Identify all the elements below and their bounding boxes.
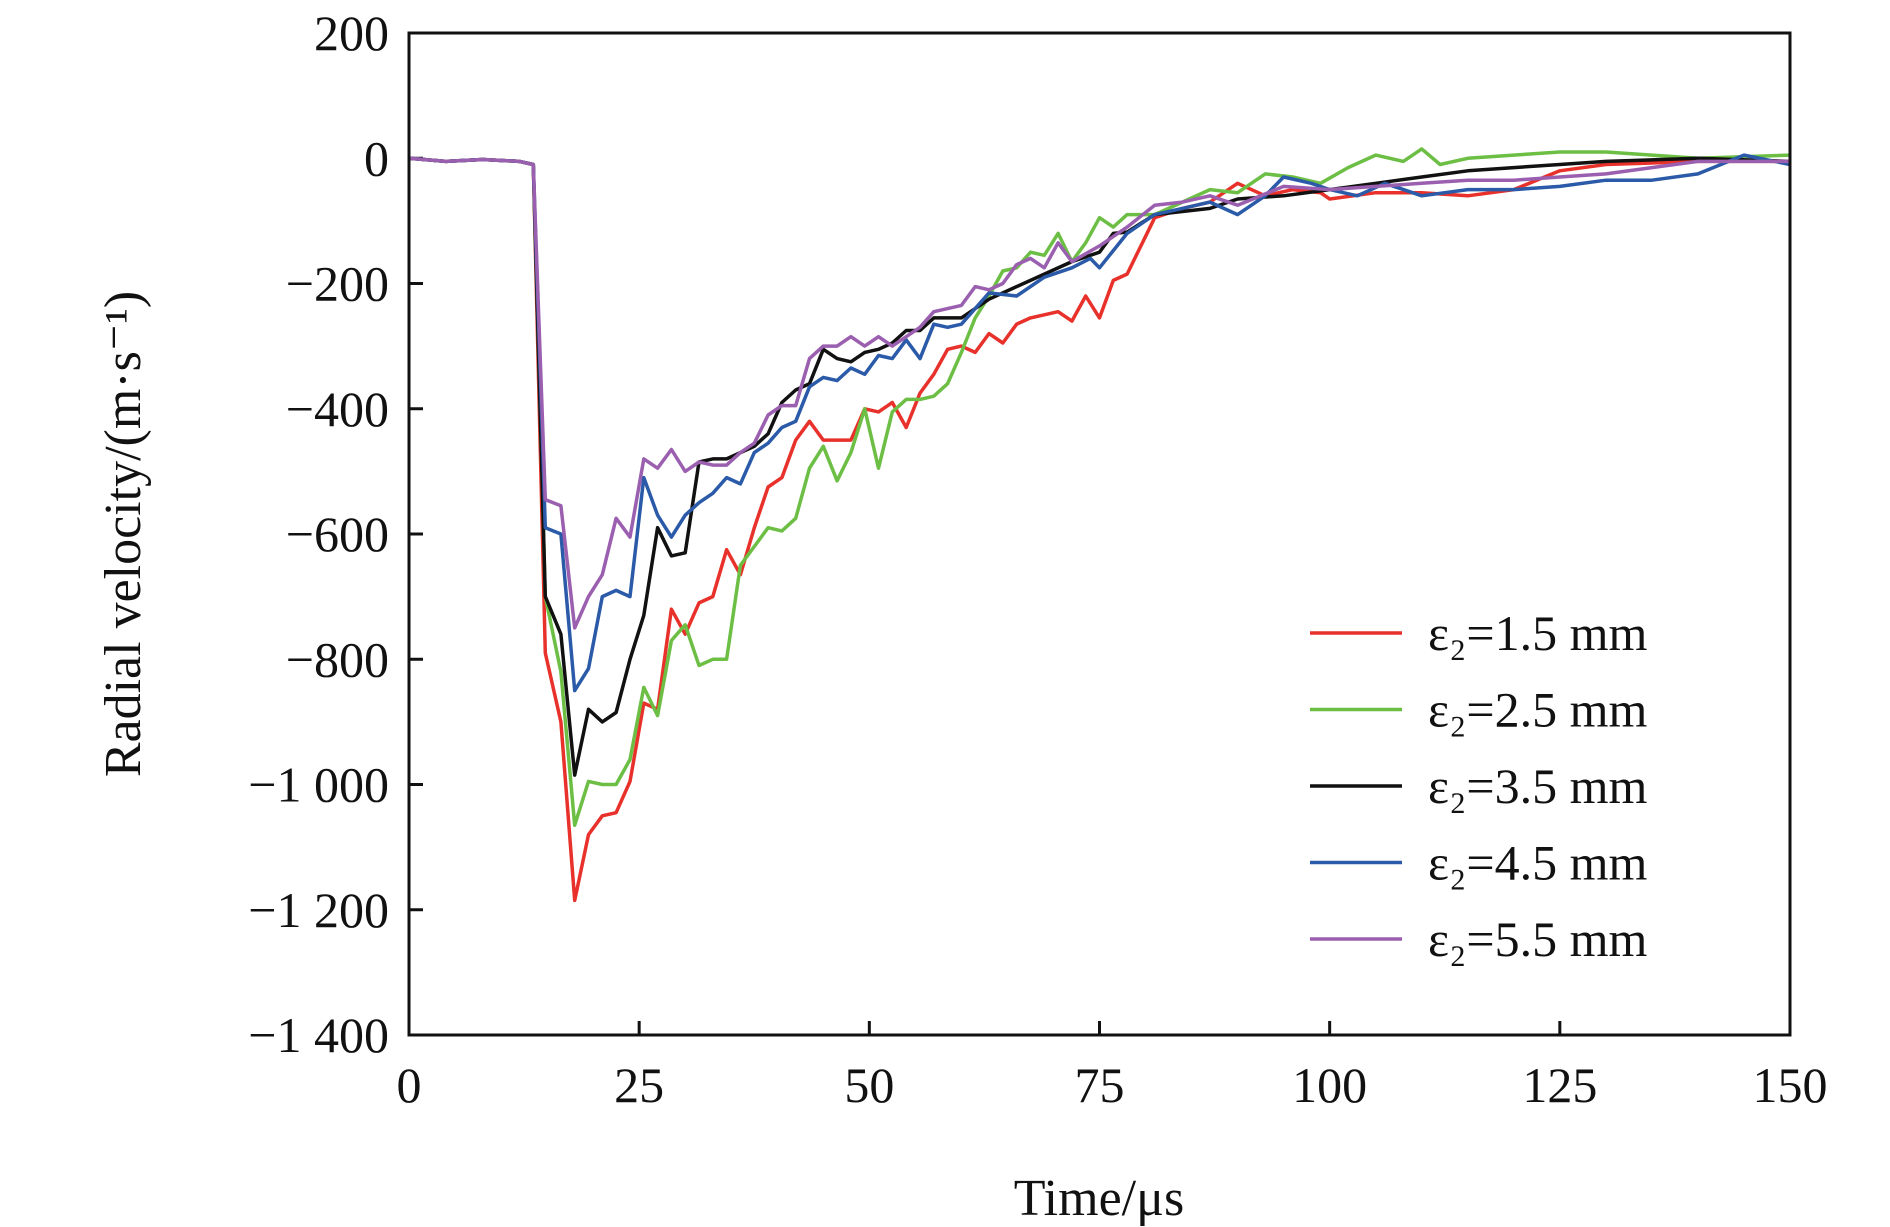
y-axis-ticks: 200 0 −200 −400 −600 −800 −1 000 −1 200 −1 400 [248,5,423,1063]
x-tick-label: 125 [1522,1057,1597,1113]
series-lines [408,147,1791,903]
legend-label: ε₂=5.5 mm [1428,911,1648,967]
series-line-3 [408,156,1791,777]
series-line-2 [408,147,1791,827]
y-tick-label: −1 400 [248,1007,389,1063]
series-line-4 [408,153,1791,693]
y-axis-label: Radial velocity/(m·s⁻¹) [95,291,152,777]
x-tick-label: 75 [1075,1057,1125,1113]
plot-frame [407,31,1792,1037]
y-tick-label: −1 000 [248,757,389,813]
y-tick-label: −200 [286,256,389,312]
legend-label: ε₂=2.5 mm [1428,682,1648,738]
y-tick-label: −400 [286,381,389,437]
y-tick-label: −1 200 [248,882,389,938]
y-tick-label: 200 [314,5,389,61]
x-tick-label: 25 [614,1057,664,1113]
x-tick-label: 150 [1753,1057,1828,1113]
legend-label: ε₂=3.5 mm [1428,758,1648,814]
legend-label: ε₂=4.5 mm [1428,835,1648,891]
series-line-5 [408,156,1790,630]
legend-label: ε₂=1.5 mm [1428,605,1648,661]
x-tick-label: 100 [1292,1057,1367,1113]
x-tick-label: 0 [397,1057,422,1113]
y-tick-label: −600 [286,506,389,562]
y-tick-label: 0 [364,130,389,186]
legend: ε₂=1.5 mm ε₂=2.5 mm ε₂=3.5 mm ε₂=4.5 mm ε₂=5… [1310,605,1648,967]
y-tick-label: −800 [286,631,389,687]
x-tick-label: 50 [844,1057,894,1113]
series-line-1 [408,156,1790,903]
x-axis-label: Time/μs [1014,1170,1184,1227]
x-axis-ticks: 0 25 50 75 100 125 150 [397,1021,1828,1113]
